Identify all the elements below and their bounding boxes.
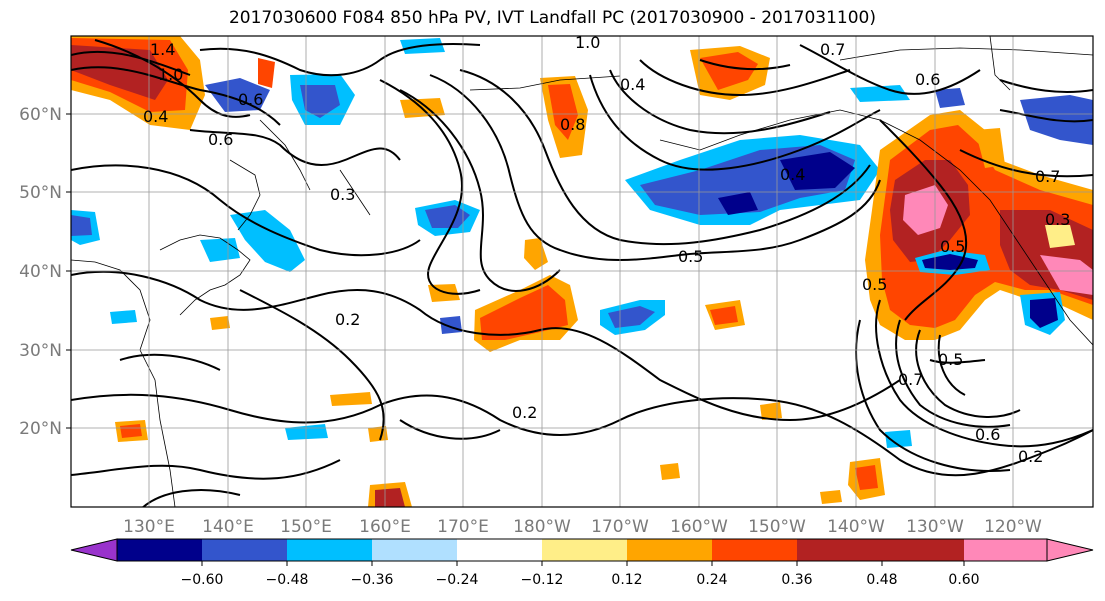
lat-label: 20°N <box>19 419 62 439</box>
lon-label: 180°W <box>513 517 571 537</box>
lon-label: 130°W <box>906 517 964 537</box>
contour-label: 0.6 <box>915 70 940 89</box>
lat-labels: 60°N 50°N 40°N 30°N 20°N <box>19 105 62 439</box>
contour-label: 0.5 <box>678 247 703 266</box>
lat-label: 30°N <box>19 341 62 361</box>
colorbar-tick-label: −0.12 <box>521 572 564 588</box>
contour-layer <box>71 39 1093 507</box>
contour-label: 0.4 <box>143 107 168 126</box>
contour-label: 1.0 <box>158 65 183 84</box>
colorbar-segment <box>964 539 1047 561</box>
lon-label: 160°W <box>670 517 728 537</box>
colorbar-tick-label: 0.36 <box>781 572 812 588</box>
lon-label: 150°W <box>748 517 806 537</box>
contour-label: 0.8 <box>560 115 585 134</box>
colorbar-segment <box>287 539 372 561</box>
shading-layer <box>71 36 1093 507</box>
lat-label: 50°N <box>19 183 62 203</box>
contour-label: 0.6 <box>208 130 233 149</box>
contour-label: 0.3 <box>330 185 355 204</box>
colorbar-tick-label: −0.60 <box>181 572 224 588</box>
colorbar-segment <box>542 539 627 561</box>
contour-label: 0.5 <box>940 237 965 256</box>
contour-label: 0.2 <box>512 403 537 422</box>
lon-label: 150°E <box>280 517 332 537</box>
lat-ticks <box>66 113 71 429</box>
colorbar-extend-high <box>1046 538 1094 562</box>
contour-label: 0.2 <box>1018 447 1043 466</box>
colorbar-tick-label: −0.48 <box>266 572 309 588</box>
colorbar-segment <box>712 539 797 561</box>
contour-label: 0.7 <box>820 40 845 59</box>
colorbar-segment <box>457 539 542 561</box>
lon-label: 120°W <box>984 517 1042 537</box>
contour-label: 0.4 <box>620 75 645 94</box>
lat-label: 40°N <box>19 262 62 282</box>
colorbar-tick-label: −0.24 <box>436 572 479 588</box>
lon-labels: 130°E 140°E 150°E 160°E 170°E 180°W 170°… <box>123 517 1042 537</box>
contour-label: 0.3 <box>1045 210 1070 229</box>
colorbar-tick-label: −0.36 <box>351 572 394 588</box>
contour-labels: 1.4 1.0 0.6 0.4 0.6 1.0 0.7 0.6 0.4 0.8 … <box>143 33 1070 466</box>
gridlines <box>71 36 1093 507</box>
lat-label: 60°N <box>19 105 62 125</box>
colorbar-segment <box>627 539 712 561</box>
map-title: 2017030600 F084 850 hPa PV, IVT Landfall… <box>0 8 1105 28</box>
contour-label: 0.7 <box>898 370 923 389</box>
colorbar-segment <box>797 539 882 561</box>
contour-label: 0.6 <box>238 90 263 109</box>
colorbar-segment <box>202 539 287 561</box>
contour-label: 0.5 <box>862 275 887 294</box>
colorbar-segment <box>882 539 964 561</box>
colorbar: −0.60 −0.48 −0.36 −0.24 −0.12 0.12 0.24 … <box>70 538 1094 588</box>
lon-label: 170°W <box>591 517 649 537</box>
lon-label: 170°E <box>437 517 489 537</box>
colorbar-tick-label: 0.24 <box>696 572 727 588</box>
contour-label: 1.0 <box>575 33 600 52</box>
contour-label: 0.7 <box>1035 167 1060 186</box>
colorbar-tick-label: 0.60 <box>948 572 979 588</box>
colorbar-tick-label: 0.12 <box>611 572 642 588</box>
colorbar-extend-low <box>70 538 118 562</box>
colorbar-outline <box>116 538 1048 562</box>
lon-label: 140°E <box>202 517 254 537</box>
lon-label: 140°W <box>827 517 885 537</box>
colorbar-tick-label: 0.48 <box>866 572 897 588</box>
contour-label: 1.4 <box>150 40 175 59</box>
contour-label: 0.5 <box>938 350 963 369</box>
map-title-text: 2017030600 F084 850 hPa PV, IVT Landfall… <box>228 8 876 28</box>
colorbar-segment <box>372 539 457 561</box>
lon-label: 130°E <box>123 517 175 537</box>
contour-label: 0.4 <box>780 165 805 184</box>
contour-label: 0.2 <box>335 310 360 329</box>
lon-label: 160°E <box>359 517 411 537</box>
colorbar-segment <box>117 539 202 561</box>
contour-label: 0.6 <box>975 425 1000 444</box>
